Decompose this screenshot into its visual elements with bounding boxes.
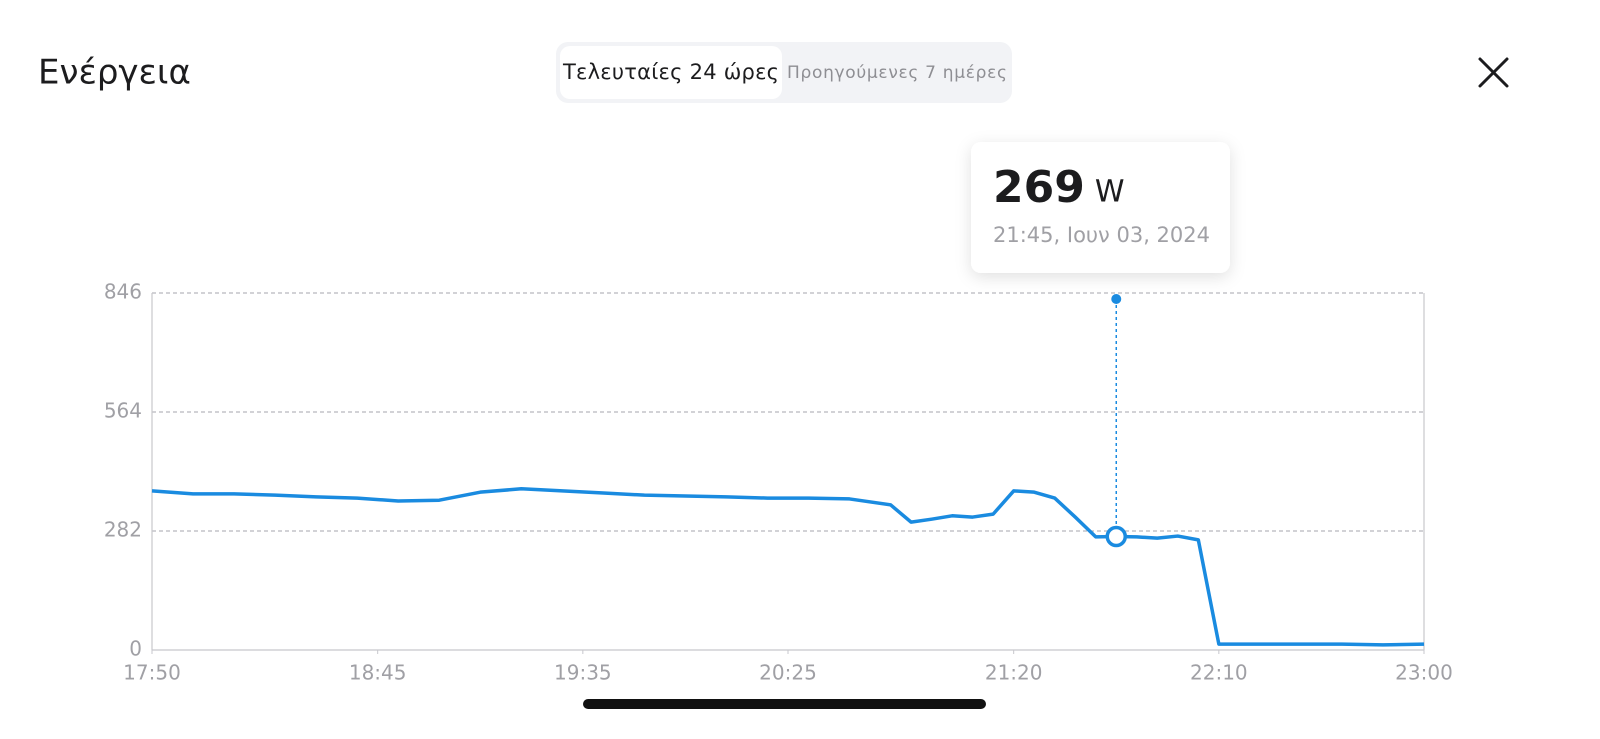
x-tick-label: 20:25: [759, 661, 817, 685]
tab[interactable]: Τελευταίες 24 ώρες: [562, 60, 779, 84]
x-tick-label: 19:35: [554, 661, 612, 685]
tab[interactable]: Προηγούμενες 7 ημέρες: [787, 63, 1007, 83]
tooltip-value: 269: [993, 162, 1085, 213]
tooltip: [971, 142, 1230, 273]
x-tick-label: 18:45: [349, 661, 407, 685]
tab-active-bg: [560, 46, 782, 99]
y-tick-label: 282: [104, 518, 142, 542]
highlight-point: [1105, 525, 1128, 548]
tooltip-time: 21:45, Ιουν 03, 2024: [993, 223, 1210, 247]
close-button[interactable]: [1478, 57, 1509, 88]
y-tick-label: 564: [104, 399, 142, 423]
y-tick-label: 846: [104, 280, 142, 304]
tooltip-unit: W: [1095, 175, 1125, 210]
x-tick-label: 21:20: [985, 661, 1043, 685]
x-tick-label: 23:00: [1395, 661, 1453, 685]
data-line: [151, 487, 1425, 647]
title: Ενέργεια: [38, 53, 191, 93]
plot: 0 282 564 846 17:50 18:45 19:35 20:25 21:20 22:10…: [104, 280, 1453, 685]
x-tick-label: 22:10: [1190, 661, 1248, 685]
x-tick-label: 17:50: [123, 661, 181, 685]
home-indicator: [583, 699, 986, 709]
crosshair-dot: [1111, 294, 1122, 304]
y-tick-label: 0: [129, 637, 142, 661]
